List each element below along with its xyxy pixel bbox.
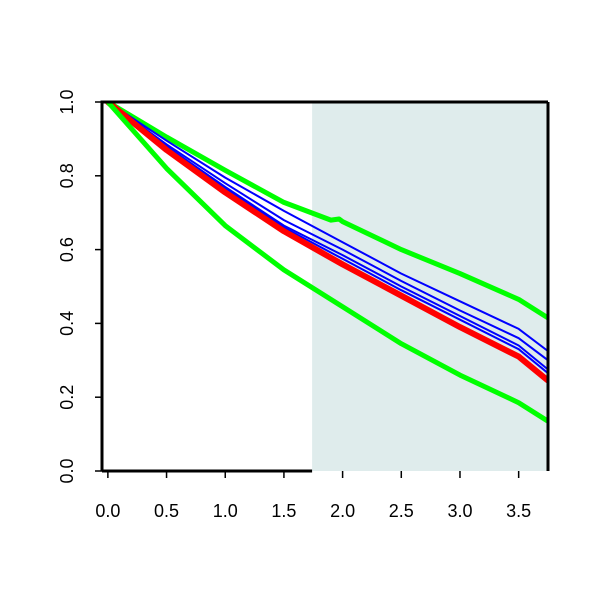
x-tick-label: 2.0 [330,501,355,521]
series-line-blue-2 [106,102,548,362]
x-tick-label: 3.5 [506,501,531,521]
y-tick-label: 0.8 [57,163,77,188]
series-line-upper-band [105,102,548,321]
y-tick-label: 0.4 [57,311,77,336]
x-tick-label: 1.5 [271,501,296,521]
series-layer [104,102,548,424]
series-line-blue-1 [106,102,548,353]
y-tick-label: 1.0 [57,89,77,114]
x-tick-label: 1.0 [213,501,238,521]
y-tick-label: 0.0 [57,458,77,483]
x-tick-label: 0.0 [95,501,120,521]
series-line-estimate [104,102,548,384]
series-line-lower-band [105,102,548,424]
y-axis: 0.0 0.2 0.4 0.6 0.8 1.0 [57,89,102,484]
x-axis: 0.0 0.5 1.0 1.5 2.0 2.5 3.0 3.5 [95,471,531,521]
series-line-blue-3 [106,102,548,371]
y-tick-label: 0.2 [57,385,77,410]
x-tick-label: 3.0 [447,501,472,521]
x-tick-label: 0.5 [154,501,179,521]
x-tick-label: 2.5 [389,501,414,521]
y-tick-label: 0.6 [57,237,77,262]
